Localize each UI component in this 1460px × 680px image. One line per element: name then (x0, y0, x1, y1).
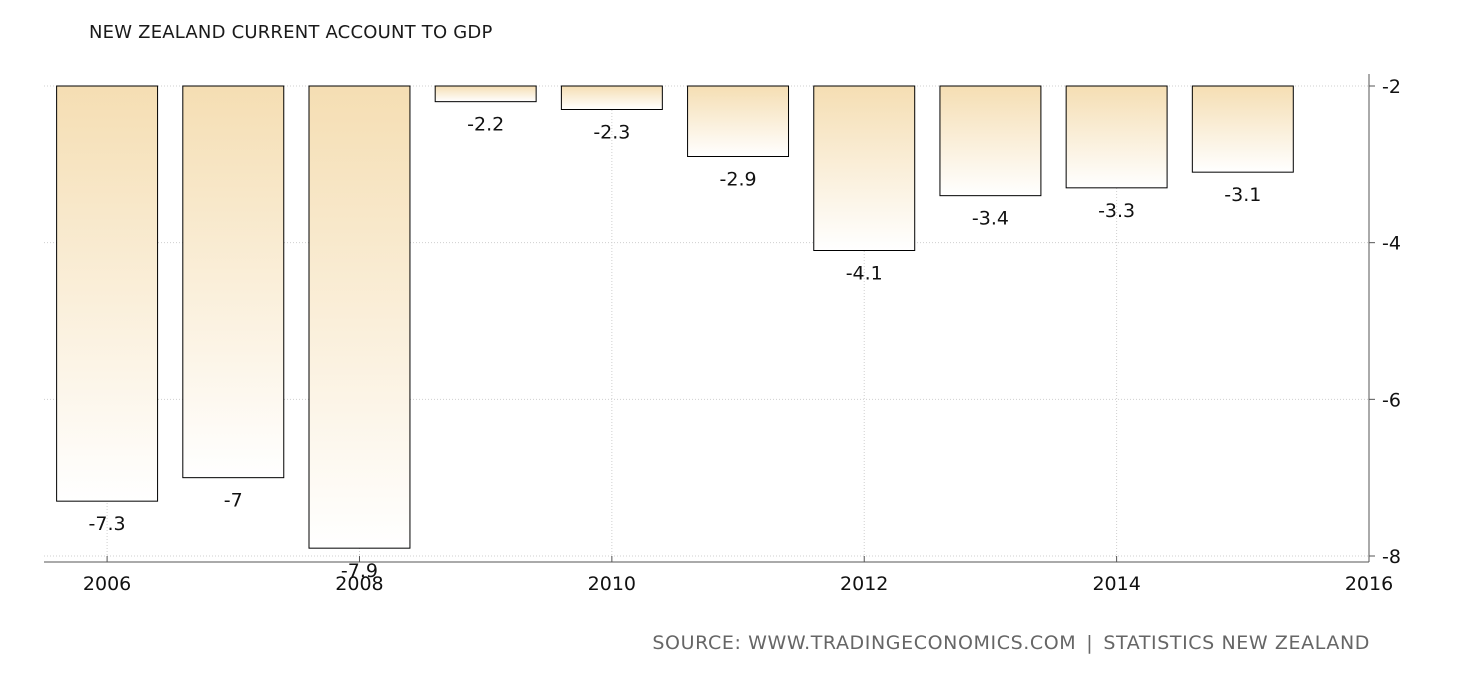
x-tick-label: 2016 (1345, 573, 1393, 595)
chart-title: NEW ZEALAND CURRENT ACCOUNT TO GDP (89, 22, 493, 43)
y-tick-label: -4 (1382, 233, 1401, 255)
x-tick-label: 2008 (335, 573, 383, 595)
bar-value-label-2013: -3.4 (972, 208, 1009, 230)
bar-value-labels: -7.3 -7 -7.9 -2.2 -2.3 -2.9 -4.1 -3.4 -3.3 -3.1 (89, 114, 1262, 583)
bar-value-label-2010: -2.3 (593, 122, 630, 144)
bar-2012 (813, 85, 916, 251)
source-prefix: SOURCE: (652, 632, 742, 654)
bar-2009 (434, 85, 537, 103)
bar-value-label-2014: -3.3 (1098, 200, 1135, 222)
bar-value-label-2015: -3.1 (1224, 184, 1261, 206)
bar-2015 (1191, 85, 1294, 173)
x-tick-label: 2012 (840, 573, 888, 595)
source-separator: | (1086, 632, 1094, 654)
bar-2010 (560, 85, 663, 110)
source-credit: SOURCE: WWW.TRADINGECONOMICS.COM | STATIST… (652, 632, 1370, 654)
bar-2007 (182, 85, 285, 479)
y-tick-label: -6 (1382, 389, 1401, 411)
bar-2013 (939, 85, 1042, 197)
bar-value-label-2009: -2.2 (467, 114, 504, 136)
x-tick-label: 2010 (588, 573, 636, 595)
x-tick-label: 2006 (83, 573, 131, 595)
x-tick-label: 2014 (1092, 573, 1140, 595)
source-site: WWW.TRADINGECONOMICS.COM (748, 632, 1077, 654)
axes: -2 -4 -6 -8 2006 2008 2010 2012 2014 2016 (44, 74, 1401, 595)
bars (56, 85, 1294, 549)
bar-value-label-2011: -2.9 (720, 169, 757, 191)
bar-2014 (1065, 85, 1168, 189)
source-agency: STATISTICS NEW ZEALAND (1103, 632, 1370, 654)
bar-value-label-2012: -4.1 (846, 263, 883, 285)
bar-2006 (56, 85, 159, 502)
bar-2008 (308, 85, 411, 549)
bar-value-label-2006: -7.3 (89, 513, 126, 535)
y-tick-label: -2 (1382, 76, 1401, 98)
bar-value-label-2007: -7 (224, 490, 243, 512)
y-tick-label: -8 (1382, 546, 1401, 568)
bar-value-label-2008: -7.9 (341, 560, 378, 582)
bar-2011 (687, 85, 790, 157)
